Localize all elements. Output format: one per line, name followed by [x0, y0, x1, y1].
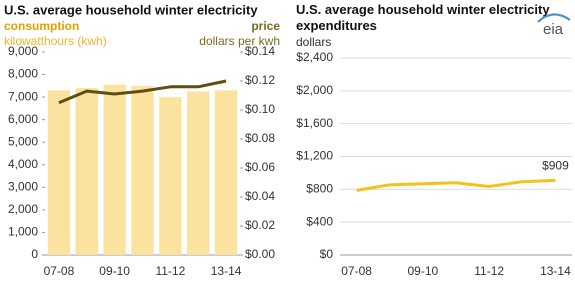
- y-tick-label: 4,000: [8, 157, 38, 171]
- y-tick-label: $0: [320, 247, 334, 261]
- x-tick-label: 11-12: [474, 264, 504, 278]
- y-tick-label: 0: [31, 247, 38, 261]
- y-axis-label: kilowatthours (kwh): [4, 34, 107, 48]
- bar: [103, 84, 126, 255]
- bar: [159, 97, 182, 255]
- bar: [75, 88, 98, 255]
- y2-tick-label: $0.04: [245, 189, 275, 203]
- y-tick-label: 6,000: [8, 112, 38, 126]
- line: [58, 79, 227, 105]
- chart-title: U.S. average household winter electricit…: [296, 2, 550, 33]
- y-tick-label: 7,000: [8, 89, 38, 103]
- x-tick-label: 09-10: [408, 264, 439, 278]
- y2-tick-label: $0.00: [245, 247, 275, 261]
- logo: eia: [543, 21, 564, 38]
- y-tick-label: 1,000: [8, 225, 38, 239]
- x-tick-label: 07-08: [341, 264, 372, 278]
- data-label: $909: [542, 159, 569, 173]
- y-tick-label: $2,000: [296, 83, 333, 97]
- logo-arc: [537, 13, 571, 23]
- chart-title: U.S. average household winter electricit…: [4, 2, 258, 17]
- y-tick-label: 9,000: [8, 44, 38, 58]
- y-tick-label: 5,000: [8, 134, 38, 148]
- y-tick-label: 2,000: [8, 202, 38, 216]
- y2-axis-title: price: [251, 19, 280, 33]
- y-axis-title: consumption: [4, 19, 79, 33]
- y-axis-label: dollars: [296, 35, 331, 49]
- y-tick-label: 8,000: [8, 67, 38, 81]
- x-tick-label: 07-08: [44, 264, 75, 278]
- y-tick-label: $1,600: [296, 116, 333, 130]
- y-tick-label: 3,000: [8, 180, 38, 194]
- x-tick-label: 09-10: [99, 264, 130, 278]
- bar: [214, 90, 238, 255]
- y2-tick-label: $0.12: [245, 73, 275, 87]
- bar: [131, 85, 154, 255]
- y2-axis-label: dollars per kwh: [199, 34, 280, 48]
- y2-tick-label: $0.10: [245, 102, 275, 116]
- line: [356, 178, 556, 192]
- x-tick-label: 13-14: [211, 264, 242, 278]
- y-tick-label: $2,400: [296, 50, 333, 64]
- y-tick-label: $800: [306, 182, 333, 196]
- y-tick-label: $400: [306, 214, 333, 228]
- y2-tick-label: $0.08: [245, 131, 275, 145]
- bar: [187, 91, 210, 255]
- y2-tick-label: $0.14: [245, 44, 275, 58]
- x-tick-label: 11-12: [155, 264, 185, 278]
- y2-tick-label: $0.02: [245, 218, 275, 232]
- x-tick-label: 13-14: [540, 264, 571, 278]
- y2-tick-label: $0.06: [245, 160, 275, 174]
- y-tick-label: $1,200: [296, 149, 333, 163]
- bar: [47, 90, 71, 255]
